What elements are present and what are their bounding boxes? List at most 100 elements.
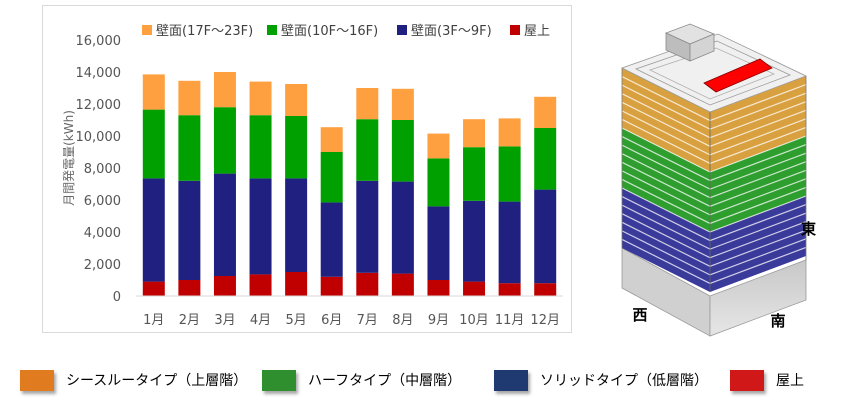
- bar-segment: [391, 120, 414, 182]
- legend-label: 壁面(10F～16F): [281, 24, 378, 39]
- bar-segment: [178, 115, 201, 181]
- bar-segment: [427, 206, 450, 280]
- bar-segment: [498, 146, 521, 202]
- panel-legend-swatch: [262, 369, 296, 391]
- legend-label: 壁面(17F～23F): [156, 24, 253, 39]
- facade-band-west: [622, 68, 710, 172]
- chart-legend: 壁面(17F～23F) 壁面(10F～16F) 壁面(3F～9F) 屋上: [142, 24, 550, 39]
- bars: [142, 72, 557, 296]
- bar-segment: [249, 115, 272, 179]
- panel-legend-label: ソリッドタイプ（低層階）: [540, 373, 708, 389]
- x-tick-label: 4月: [250, 313, 271, 328]
- panel-legend-label: ハーフタイプ（中層階）: [308, 373, 462, 389]
- facade-band-west: [622, 128, 710, 232]
- y-axis-ticks: 0 2,000 4,000 6,000 8,000 10,000 12,000 14,000 1…: [76, 34, 122, 305]
- x-tick-label: 8月: [392, 313, 413, 328]
- bar-segment: [142, 178, 165, 282]
- direction-west-label: 西: [632, 306, 647, 324]
- bar-segment: [142, 109, 165, 179]
- building-facade-west: [622, 68, 710, 292]
- x-tick-label: 1月: [143, 313, 164, 328]
- building-illustration: 東 西 南: [620, 23, 816, 337]
- legend-swatch: [510, 25, 520, 35]
- legend-swatch: [267, 25, 277, 35]
- bar-segment: [498, 201, 521, 284]
- bar-segment: [463, 281, 486, 296]
- legend-swatch: [142, 25, 152, 35]
- panel-legend-swatch: [20, 369, 54, 391]
- chart-panel: 壁面(17F～23F) 壁面(10F～16F) 壁面(3F～9F) 屋上 月間発電量(…: [42, 5, 572, 333]
- bar-segment: [213, 276, 236, 296]
- y-tick-label: 0: [113, 290, 121, 305]
- building-base-right: [709, 259, 807, 337]
- x-tick-label: 12月: [530, 313, 560, 328]
- panel-legend-item: シースルータイプ（上層階）: [20, 369, 247, 391]
- direction-south-label: 南: [770, 312, 785, 330]
- facade-band-south: [710, 76, 806, 172]
- bar-segment: [142, 74, 165, 110]
- bar-segment: [534, 128, 557, 190]
- bar-segment: [498, 118, 521, 147]
- bar-segment: [534, 96, 557, 128]
- panel-type-legend: シースルータイプ（上層階） ハーフタイプ（中層階） ソリッドタイプ（低層階） 屋上: [0, 355, 843, 401]
- bar-segment: [320, 276, 343, 296]
- panel-legend-item: ソリッドタイプ（低層階）: [494, 369, 708, 391]
- panel-legend-item: 屋上: [730, 369, 804, 391]
- bar-segment: [463, 119, 486, 148]
- bar-segment: [534, 189, 557, 284]
- bar-segment: [178, 280, 201, 296]
- bar-segment: [463, 200, 486, 282]
- y-tick-label: 4,000: [84, 226, 121, 241]
- stacked-bar-chart: 壁面(17F～23F) 壁面(10F～16F) 壁面(3F～9F) 屋上 月間発電量(…: [62, 24, 563, 328]
- x-tick-label: 7月: [357, 313, 378, 328]
- panel-legend-label: シースルータイプ（上層階）: [66, 373, 248, 389]
- y-tick-label: 10,000: [76, 130, 122, 145]
- bar-segment: [427, 280, 450, 296]
- y-tick-label: 6,000: [84, 194, 121, 209]
- bar-segment: [213, 72, 236, 108]
- bar-segment: [249, 274, 272, 296]
- facade-band-south: [710, 196, 806, 292]
- x-tick-label: 6月: [321, 313, 342, 328]
- x-tick-label: 5月: [285, 313, 306, 328]
- building-floor-lines: [621, 68, 807, 292]
- bar-segment: [356, 88, 379, 120]
- x-tick-label: 3月: [214, 313, 235, 328]
- panel-legend-label: 屋上: [776, 373, 804, 389]
- bar-segment: [391, 273, 414, 296]
- y-tick-label: 16,000: [76, 34, 122, 49]
- bar-segment: [463, 147, 486, 201]
- panel-legend-item: ハーフタイプ（中層階）: [262, 369, 461, 391]
- bar-segment: [249, 81, 272, 116]
- bar-segment: [285, 178, 308, 272]
- legend-swatch: [397, 25, 407, 35]
- building-facade-south: [710, 76, 806, 292]
- bar-segment: [178, 80, 201, 116]
- roof-solar-panel: [703, 58, 773, 93]
- facade-band-south: [710, 136, 806, 232]
- bar-segment: [213, 173, 236, 276]
- bar-segment: [213, 107, 236, 174]
- x-tick-label: 11月: [495, 313, 525, 328]
- bar-segment: [427, 158, 450, 207]
- bar-segment: [249, 178, 272, 275]
- panel-legend-swatch: [730, 369, 764, 391]
- direction-east-label: 東: [801, 220, 816, 238]
- bar-segment: [427, 133, 450, 159]
- y-axis-title: 月間発電量(kWh): [62, 110, 76, 206]
- legend-label: 屋上: [524, 24, 550, 39]
- facade-band-west: [622, 188, 710, 292]
- x-axis-ticks: 1月 2月 3月 4月 5月 6月 7月 8月 9月 10月 11月 12月: [143, 313, 560, 328]
- bar-segment: [178, 180, 201, 280]
- bar-segment: [320, 152, 343, 203]
- bar-segment: [356, 119, 379, 181]
- panel-legend-swatch: [494, 369, 528, 391]
- bar-segment: [285, 272, 308, 296]
- x-tick-label: 10月: [459, 313, 489, 328]
- bar-segment: [356, 272, 379, 296]
- roof-equipment-right: [689, 33, 715, 62]
- bar-segment: [285, 116, 308, 179]
- bar-segment: [320, 202, 343, 277]
- y-tick-label: 14,000: [76, 66, 122, 81]
- y-tick-label: 8,000: [84, 162, 121, 177]
